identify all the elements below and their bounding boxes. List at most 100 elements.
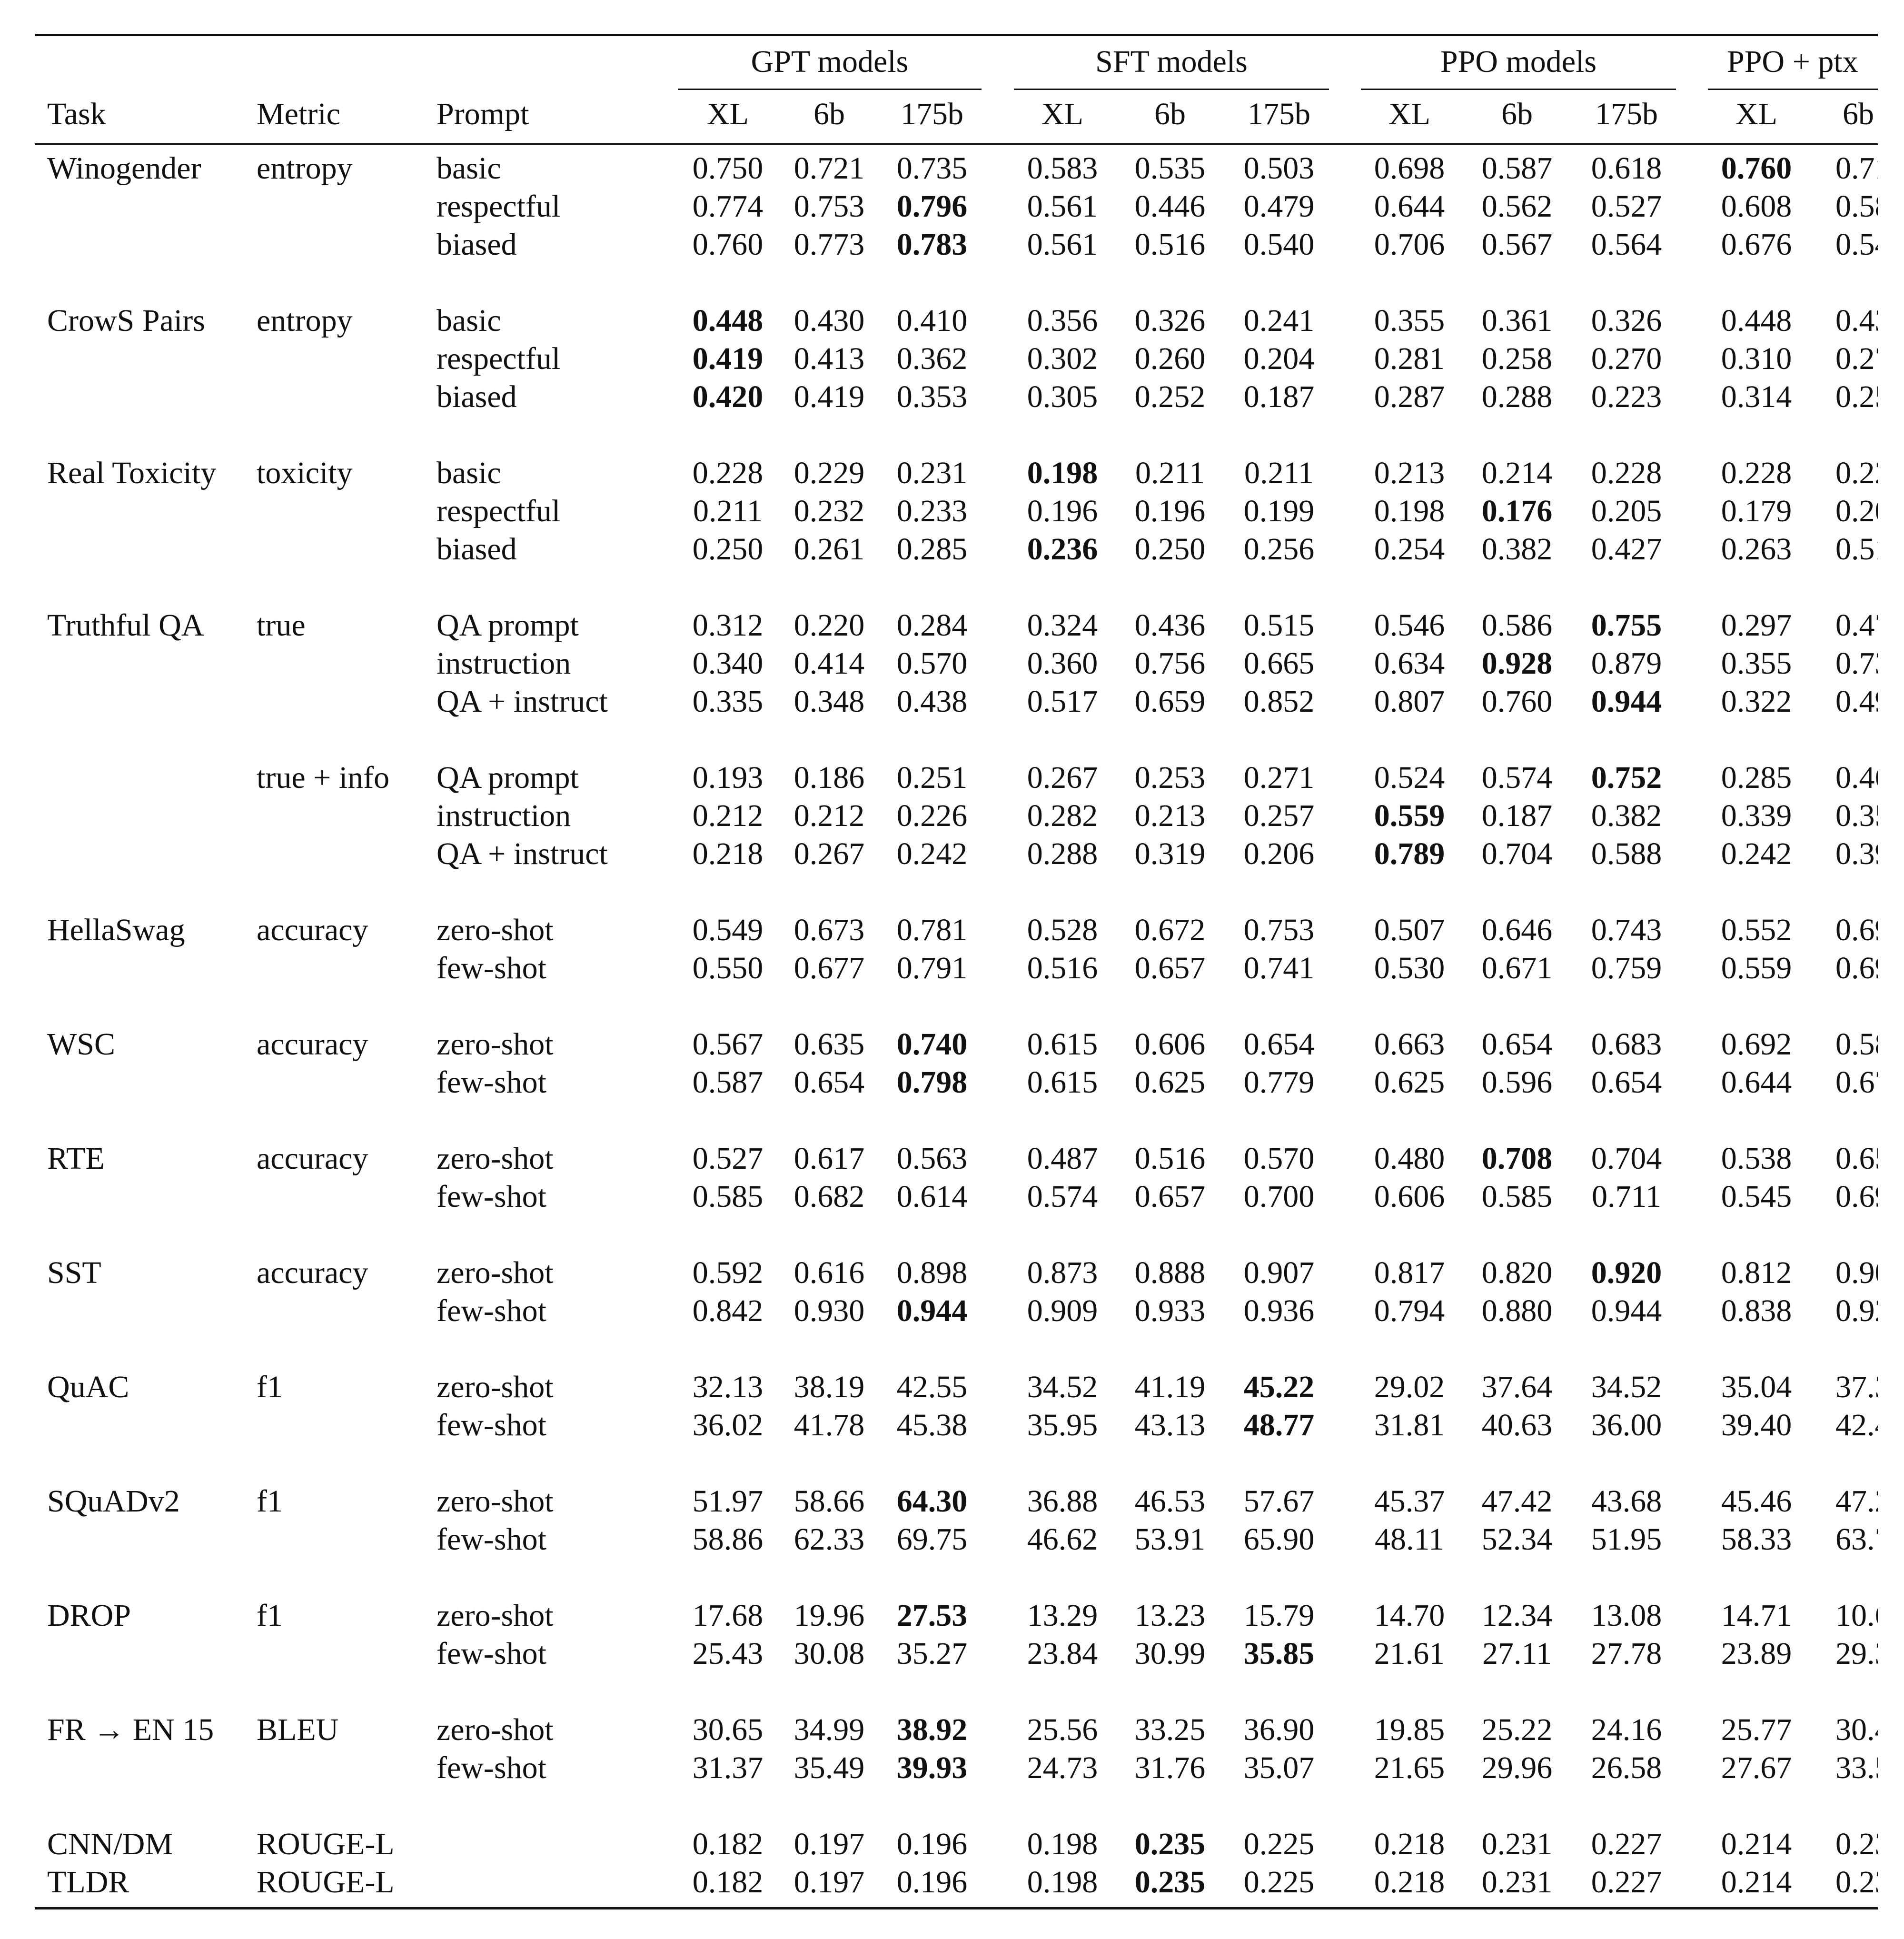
value-cell: 0.214 (1721, 1827, 1792, 1861)
value-cell: 0.625 (1374, 1065, 1445, 1100)
value-cell: 39.40 (1721, 1408, 1792, 1442)
value-cell: 0.427 (1591, 532, 1662, 567)
value-cell: 0.324 (1027, 608, 1098, 643)
value-cell: 0.355 (1374, 303, 1445, 338)
task-cell: Winogender (47, 151, 201, 186)
value-cell: 0.250 (692, 532, 764, 567)
value-cell: 0.654 (1481, 1027, 1553, 1062)
value-cell: 0.187 (1481, 798, 1553, 833)
value-cell: 0.759 (1591, 951, 1662, 985)
value-cell: 0.721 (793, 151, 865, 186)
value-cell: 0.654 (1243, 1027, 1315, 1062)
value-cell: 0.205 (1591, 494, 1662, 528)
value-cell: 0.535 (1134, 151, 1206, 186)
value-cell: 0.196 (1134, 494, 1206, 528)
value-cell: 0.563 (896, 1141, 968, 1176)
value-cell: 10.6 (1835, 1598, 1878, 1633)
value-cell: 0.23 (1835, 1827, 1878, 1861)
value-cell: 0.527 (1591, 189, 1662, 224)
column-header-size: 6b (1501, 97, 1533, 131)
value-cell: 0.182 (692, 1865, 764, 1899)
value-cell: 0.302 (1027, 341, 1098, 376)
value-cell: 0.220 (793, 608, 865, 643)
value-cell: 0.198 (1027, 1827, 1098, 1861)
top-rule (35, 34, 1878, 36)
value-cell: 0.218 (1374, 1827, 1445, 1861)
value-cell: 0.879 (1591, 646, 1662, 681)
value-cell: 41.19 (1134, 1370, 1206, 1404)
value-cell: 0.361 (1481, 303, 1553, 338)
column-header-task: Task (47, 97, 106, 131)
value-cell: 0.419 (692, 341, 764, 376)
value-cell: 0.944 (1591, 1293, 1662, 1328)
value-cell: 43.68 (1591, 1484, 1662, 1519)
value-cell: 21.65 (1374, 1750, 1445, 1785)
value-cell: 0.288 (1481, 379, 1553, 414)
value-cell: 0.218 (692, 836, 764, 871)
value-cell: 35.07 (1243, 1750, 1315, 1785)
value-cell: 0.617 (793, 1141, 865, 1176)
value-cell: 13.29 (1027, 1598, 1098, 1633)
value-cell: 0.516 (1134, 227, 1206, 262)
task-cell: CrowS Pairs (47, 303, 205, 338)
value-cell: 0.538 (1721, 1141, 1792, 1176)
metric-cell: ROUGE-L (257, 1827, 395, 1861)
column-header-size: XL (1388, 97, 1430, 131)
value-cell: 0.225 (1243, 1865, 1315, 1899)
header-rule (35, 143, 1878, 145)
value-cell: 0.282 (1027, 798, 1098, 833)
value-cell: 0.807 (1374, 684, 1445, 719)
value-cell: 0.54 (1835, 227, 1878, 262)
value-cell: 0.683 (1591, 1027, 1662, 1062)
value-cell: 0.898 (896, 1255, 968, 1290)
prompt-cell: basic (436, 456, 501, 490)
value-cell: 0.570 (1243, 1141, 1315, 1176)
value-cell: 0.39 (1835, 836, 1878, 871)
value-cell: 0.285 (896, 532, 968, 567)
value-cell: 37.64 (1481, 1370, 1553, 1404)
value-cell: 0.756 (1134, 646, 1206, 681)
value-cell: 36.00 (1591, 1408, 1662, 1442)
prompt-cell: basic (436, 151, 501, 186)
value-cell: 0.193 (692, 760, 764, 795)
value-cell: 0.448 (692, 303, 764, 338)
value-cell: 0.587 (692, 1065, 764, 1100)
value-cell: 0.312 (692, 608, 764, 643)
value-cell: 32.13 (692, 1370, 764, 1404)
value-cell: 35.85 (1243, 1636, 1315, 1671)
value-cell: 0.817 (1374, 1255, 1445, 1290)
value-cell: 40.63 (1481, 1408, 1553, 1442)
value-cell: 0.382 (1481, 532, 1553, 567)
value-cell: 0.267 (1027, 760, 1098, 795)
prompt-cell: biased (436, 227, 517, 262)
value-cell: 23.84 (1027, 1636, 1098, 1671)
value-cell: 0.69 (1835, 1179, 1878, 1214)
value-cell: 53.91 (1134, 1522, 1206, 1557)
value-cell: 0.211 (693, 494, 763, 528)
value-cell: 0.559 (1721, 951, 1792, 985)
value-cell: 0.242 (896, 836, 968, 871)
value-cell: 17.68 (692, 1598, 764, 1633)
value-cell: 31.76 (1134, 1750, 1206, 1785)
prompt-cell: few-shot (436, 1522, 546, 1557)
value-cell: 0.760 (1481, 684, 1553, 719)
prompt-cell: zero-shot (436, 913, 554, 947)
prompt-cell: respectful (436, 494, 561, 528)
value-cell: 0.353 (896, 379, 968, 414)
value-cell: 0.760 (1721, 151, 1792, 186)
value-cell: 0.873 (1027, 1255, 1098, 1290)
value-cell: 30.65 (692, 1712, 764, 1747)
prompt-cell: QA + instruct (436, 836, 608, 871)
value-cell: 14.70 (1374, 1598, 1445, 1633)
value-cell: 0.35 (1835, 798, 1878, 833)
column-header-metric: Metric (257, 97, 340, 131)
value-cell: 0.561 (1027, 189, 1098, 224)
value-cell: 0.271 (1243, 760, 1315, 795)
value-cell: 35.95 (1027, 1408, 1098, 1442)
value-cell: 0.214 (1721, 1865, 1792, 1899)
value-cell: 21.61 (1374, 1636, 1445, 1671)
value-cell: 0.930 (793, 1293, 865, 1328)
value-cell: 0.256 (1243, 532, 1315, 567)
sft-group-underline (1014, 89, 1329, 90)
prompt-cell: few-shot (436, 951, 546, 985)
